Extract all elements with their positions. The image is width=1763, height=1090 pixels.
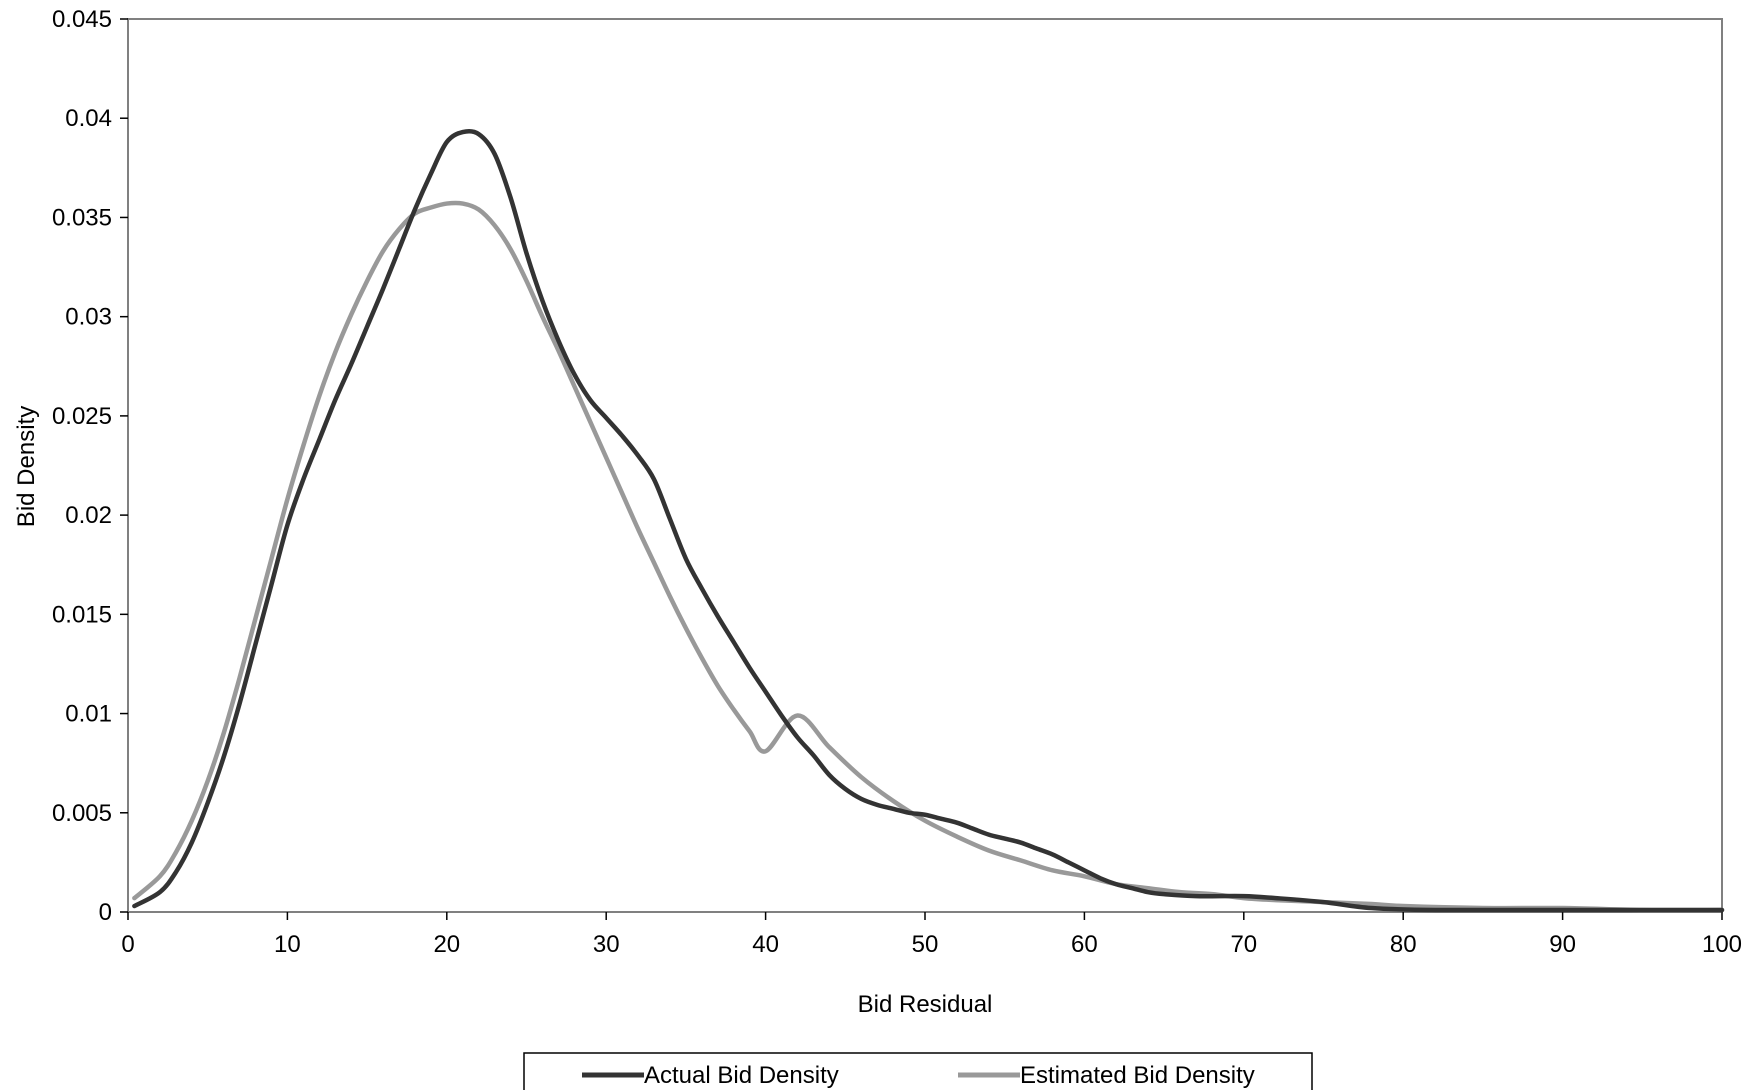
x-tick-label: 10 xyxy=(274,931,301,958)
x-tick-label: 0 xyxy=(121,931,134,958)
legend-box xyxy=(523,1052,1313,1090)
series-lines xyxy=(132,128,1725,913)
y-axis-ticks: 0 0.005 0.01 0.015 0.02 0.025 0.03 0.035 0.04 0.0… xyxy=(52,6,128,926)
y-tick-label: 0 xyxy=(99,899,112,926)
x-tick-label: 50 xyxy=(912,931,939,958)
legend-label-estimated: Estimated Bid Density xyxy=(1020,1062,1255,1089)
x-tick-label: 90 xyxy=(1549,931,1576,958)
x-tick-label: 70 xyxy=(1230,931,1257,958)
y-tick-label: 0.04 xyxy=(65,105,112,132)
y-axis-title: Bid Density xyxy=(13,406,40,527)
y-tick-label: 0.035 xyxy=(52,204,112,231)
x-tick-label: 40 xyxy=(752,931,779,958)
x-tick-label: 80 xyxy=(1390,931,1417,958)
y-tick-label: 0.02 xyxy=(65,502,112,529)
y-tick-label: 0.03 xyxy=(65,304,112,331)
x-tick-label: 60 xyxy=(1071,931,1098,958)
y-tick-label: 0.01 xyxy=(65,701,112,728)
legend: Actual Bid Density Estimated Bid Density xyxy=(523,1052,1313,1090)
x-tick-label: 100 xyxy=(1702,931,1742,958)
x-tick-label: 20 xyxy=(433,931,460,958)
legend-label-actual: Actual Bid Density xyxy=(644,1062,839,1089)
series-line-actual xyxy=(132,128,1725,913)
series-line-estimated xyxy=(132,200,1725,913)
y-tick-label: 0.025 xyxy=(52,403,112,430)
y-tick-label: 0.015 xyxy=(52,601,112,628)
x-tick-label: 30 xyxy=(593,931,620,958)
y-tick-label: 0.005 xyxy=(52,800,112,827)
x-axis-ticks: 0 10 20 30 40 50 60 70 80 90 100 xyxy=(121,912,1742,958)
y-tick-label: 0.045 xyxy=(52,6,112,33)
x-axis-title: Bid Residual xyxy=(858,991,993,1018)
